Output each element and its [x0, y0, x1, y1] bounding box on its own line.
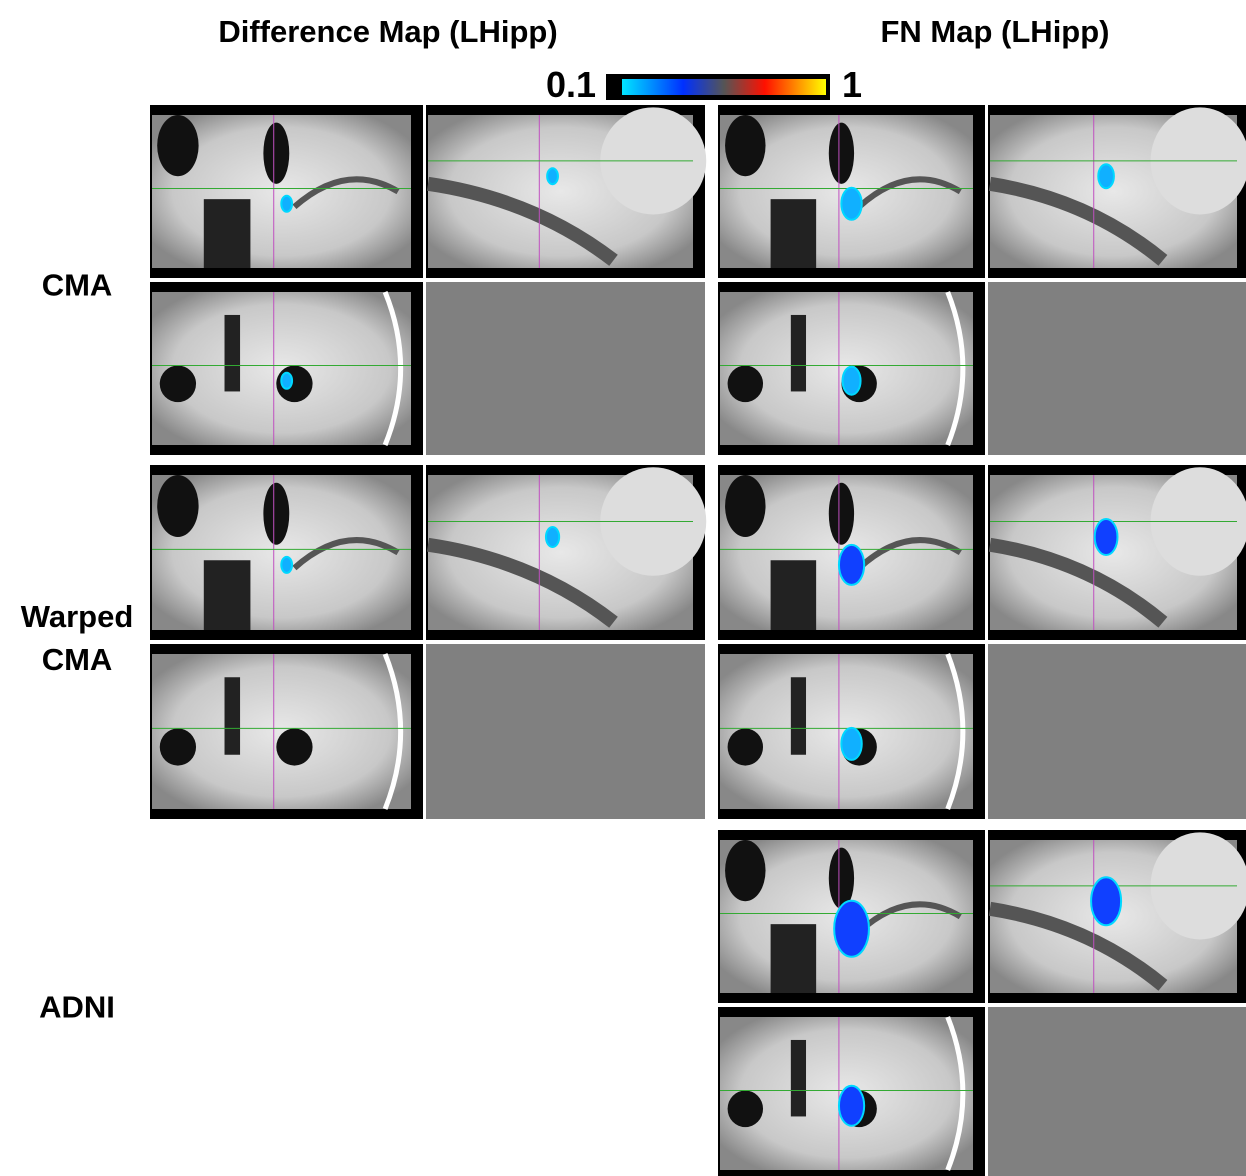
figure: Difference Map (LHipp) FN Map (LHipp) 0.… [0, 0, 1246, 1176]
empty-panel [426, 644, 705, 819]
horn [160, 728, 196, 765]
activation [841, 188, 861, 220]
midline [225, 315, 241, 392]
activation [281, 373, 292, 389]
midline [225, 677, 241, 755]
activation [839, 545, 864, 585]
activation [839, 1086, 864, 1126]
ventricle [263, 483, 289, 545]
activation [843, 367, 861, 395]
column-title: Difference Map (LHipp) [218, 14, 557, 50]
slice [152, 654, 411, 809]
activation [546, 527, 559, 547]
horn [728, 365, 763, 402]
midline [791, 1040, 806, 1117]
empty-panel [426, 282, 705, 455]
activation [841, 728, 861, 760]
brainstem [204, 560, 251, 630]
row-label: Warped CMA [2, 595, 152, 681]
ventricle [829, 123, 854, 184]
ventricle [725, 840, 765, 901]
brainstem [771, 560, 817, 630]
midline [791, 677, 806, 755]
horn [276, 728, 312, 765]
colorbar [622, 79, 826, 95]
midline [791, 315, 806, 392]
activation [1095, 519, 1118, 555]
activation [547, 168, 558, 184]
ventricle [725, 475, 765, 537]
ventricle [829, 848, 854, 909]
row-label: CMA [2, 264, 152, 307]
activation [834, 901, 869, 957]
brainstem [204, 199, 251, 268]
ventricle [157, 475, 198, 537]
slice [152, 292, 411, 445]
panels [0, 0, 1246, 1176]
activation [1091, 877, 1121, 925]
horn [728, 1090, 763, 1127]
ventricle [263, 123, 289, 184]
empty-panel [988, 1007, 1246, 1176]
activation [1098, 164, 1114, 188]
activation [281, 557, 292, 573]
colorbar-min: 0.1 [546, 64, 596, 106]
activation [281, 196, 292, 212]
empty-panel [988, 282, 1246, 455]
brainstem [771, 924, 817, 993]
ventricle [725, 115, 765, 176]
column-title: FN Map (LHipp) [880, 14, 1109, 50]
ventricle [157, 115, 198, 176]
horn [160, 365, 196, 402]
empty-panel [988, 644, 1246, 819]
horn [728, 728, 763, 765]
colorbar-max: 1 [842, 64, 862, 106]
brainstem [771, 199, 817, 268]
ventricle [829, 483, 854, 545]
row-label: ADNI [2, 986, 152, 1029]
